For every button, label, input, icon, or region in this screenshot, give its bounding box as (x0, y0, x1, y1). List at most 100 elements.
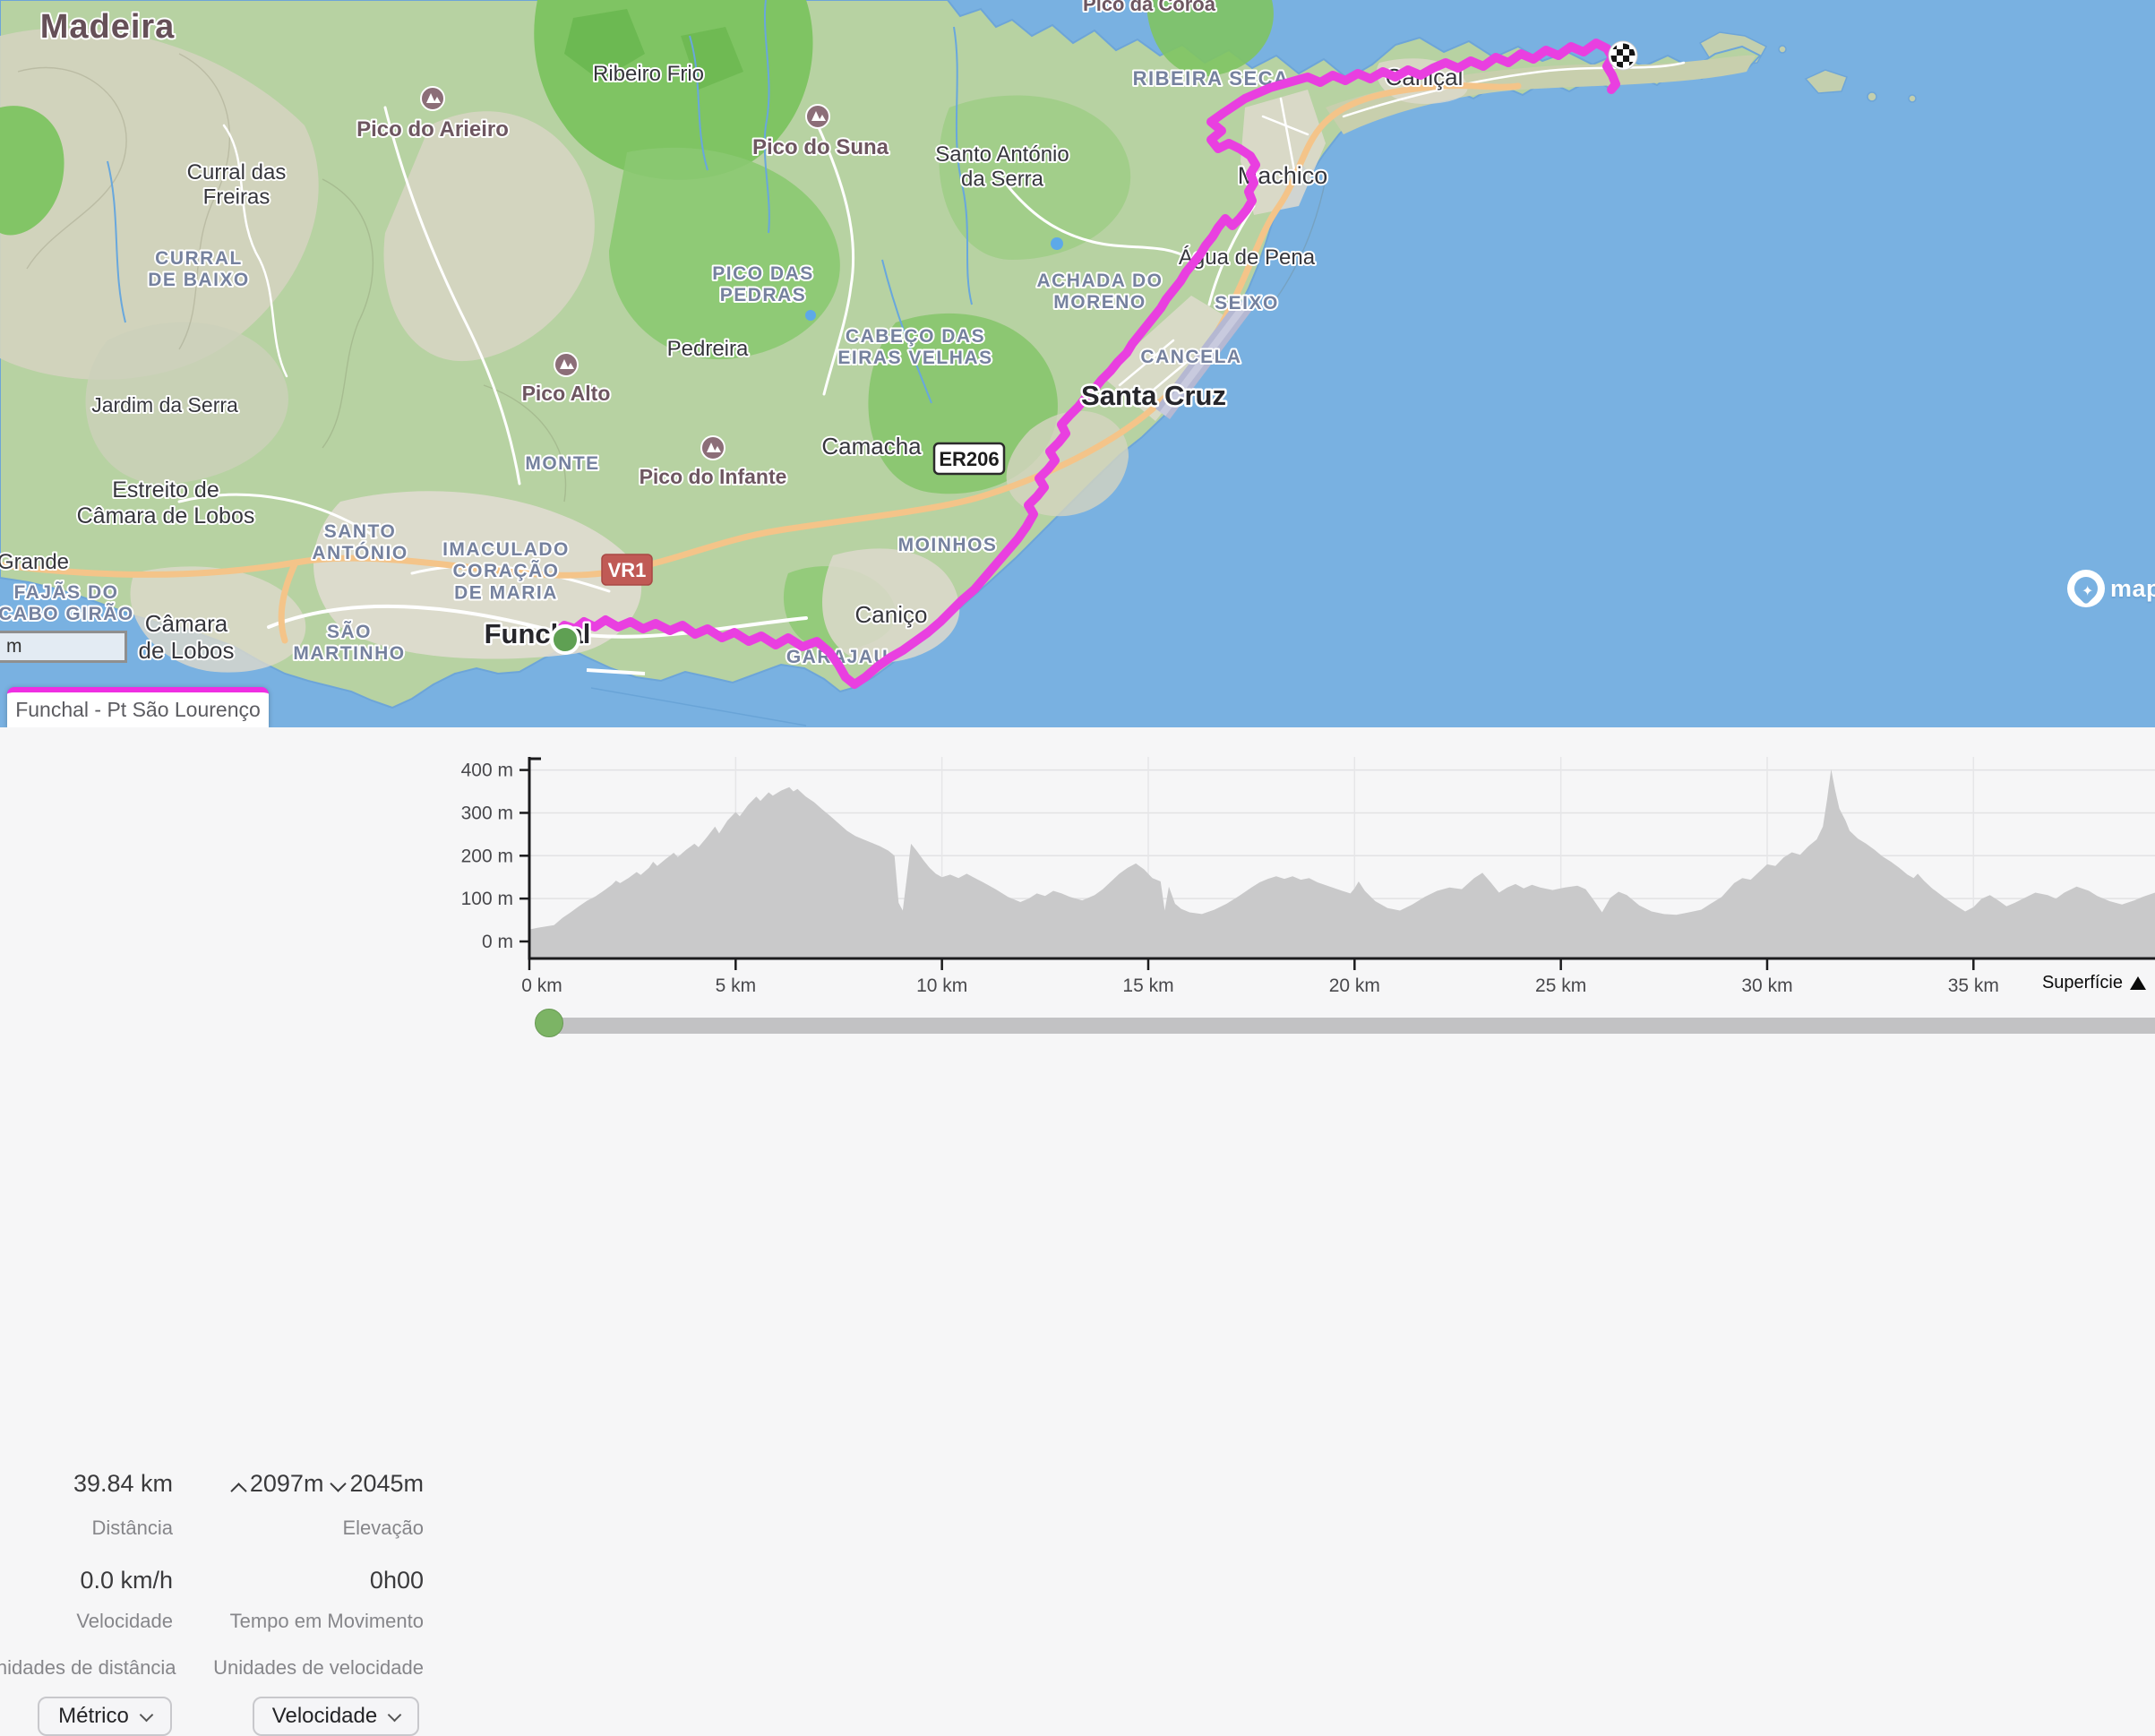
ascent-value: 2097m (249, 1470, 324, 1497)
descent-value: 2045m (349, 1470, 424, 1497)
svg-text:0 m: 0 m (482, 932, 513, 952)
harbor-pier (586, 668, 646, 675)
route-finish-flag-marker (1608, 40, 1638, 71)
peak-marker-layer: Pico da Coroa Pico do Arieiro Pico do Suna… (355, 0, 1218, 490)
mapbox-wordmark: mapbox (2110, 574, 2155, 602)
speed-label: Velocidade (76, 1610, 173, 1632)
elevation-label: Elevação (342, 1517, 424, 1539)
svg-text:Pico do Infante: Pico do Infante (640, 465, 787, 488)
svg-text:Madeira: Madeira (40, 8, 176, 46)
distance-label: Distância (91, 1517, 173, 1539)
distance-units-label: Unidades de distância (0, 1656, 176, 1679)
svg-text:ER206: ER206 (939, 448, 999, 470)
road-shield-layer: VR1 ER206 (601, 442, 1006, 586)
route-layer (553, 39, 1620, 689)
svg-text:Caniço: Caniço (855, 601, 928, 628)
contours (17, 53, 1326, 503)
svg-text:100 m: 100 m (461, 889, 513, 909)
elevation-value: 2097m 2045m (179, 1470, 424, 1500)
svg-text:0 km: 0 km (521, 975, 562, 996)
mountain-peak-icon (700, 435, 725, 460)
route-start-marker (550, 624, 580, 655)
region-label-layer: Madeira (39, 6, 176, 47)
svg-text:Camacha: Camacha (821, 433, 922, 460)
speed-units-selected: Velocidade (271, 1704, 378, 1728)
surface-toggle[interactable]: Superfície (2042, 973, 2146, 993)
svg-text:Pico do Arieiro: Pico do Arieiro (356, 117, 509, 142)
road-shield: VR1 (601, 554, 653, 586)
distance-value: 39.84 km (73, 1470, 173, 1497)
svg-text:200 m: 200 m (461, 846, 513, 866)
chart-axes (519, 757, 2155, 970)
elevation-area (529, 769, 2155, 958)
svg-text:Grande: Grande (0, 550, 69, 574)
rivers (107, 0, 973, 404)
svg-text:35 km: 35 km (1948, 975, 1999, 996)
moving-time-value: 0h00 (369, 1567, 424, 1594)
road-shield: ER206 (932, 442, 1006, 476)
svg-text:5 km: 5 km (716, 975, 757, 996)
route-tab-label: Funchal - Pt São Lourenço (15, 698, 261, 721)
elevation-chart[interactable]: 0 m 100 m 200 m 300 m 400 m 0 km 5 km 10 km 15 k… (0, 727, 2155, 1034)
lake (1051, 237, 1063, 250)
route-marker-layer (550, 40, 1638, 655)
descent-icon (330, 1475, 348, 1492)
terrain (0, 0, 1756, 673)
moving-time-label: Tempo em Movimento (229, 1610, 424, 1632)
surface-label: Superfície (2041, 973, 2123, 993)
mapbox-logo[interactable]: ✦ mapbox (2067, 570, 2155, 607)
svg-text:10 km: 10 km (916, 975, 967, 996)
svg-text:30 km: 30 km (1741, 975, 1792, 996)
speed-units-select[interactable]: Velocidade (253, 1697, 419, 1736)
svg-text:Pico Alto: Pico Alto (522, 382, 611, 405)
svg-text:Jardim da Serra: Jardim da Serra (91, 393, 238, 417)
tab-route-funchal-sao-lourenco[interactable]: Funchal - Pt São Lourenço (7, 687, 269, 727)
svg-text:CANCELA: CANCELA (1140, 347, 1241, 367)
svg-text:VR1: VR1 (608, 559, 647, 581)
chart-scroll-track[interactable] (538, 1018, 2155, 1034)
distance-units-select[interactable]: Métrico (38, 1697, 172, 1736)
highway (0, 82, 1522, 644)
svg-text:Ribeiro Frio: Ribeiro Frio (593, 62, 704, 86)
chevron-down-icon (139, 1707, 154, 1722)
ascent-icon (230, 1482, 247, 1500)
svg-text:300 m: 300 m (461, 803, 513, 823)
speed-value: 0.0 km/h (80, 1567, 173, 1594)
map-canvas[interactable]: Madeira RIBEIRA SECA CURRAL DE BAIXO ACHADA… (0, 0, 2155, 727)
mountain-peak-icon (420, 86, 445, 111)
svg-text:20 km: 20 km (1329, 975, 1380, 996)
svg-text:Santa Cruz: Santa Cruz (1081, 380, 1226, 411)
airport-runway (1155, 298, 1252, 420)
svg-text:400 m: 400 m (461, 761, 513, 781)
svg-text:MONTE: MONTE (525, 453, 599, 474)
harbor-pier (590, 687, 807, 726)
mountain-peak-icon (554, 352, 579, 377)
roads (177, 61, 1686, 639)
svg-text:Pico do Suna: Pico do Suna (752, 135, 889, 159)
mapbox-pin-icon: ✦ (2067, 570, 2105, 607)
svg-text:MOINHOS: MOINHOS (898, 535, 998, 555)
map-scale-bar: m (0, 631, 127, 663)
chevron-down-icon (387, 1707, 402, 1722)
svg-text:15 km: 15 km (1122, 975, 1173, 996)
svg-text:25 km: 25 km (1535, 975, 1586, 996)
distance-units-selected: Métrico (58, 1704, 129, 1728)
chart-scroll-handle[interactable] (535, 1009, 563, 1037)
svg-text:SEIXO: SEIXO (1215, 293, 1279, 314)
mountain-peak-icon (805, 104, 830, 129)
svg-text:Pedreira: Pedreira (667, 337, 749, 361)
svg-text:Pico da Coroa: Pico da Coroa (1083, 0, 1216, 15)
surface-up-icon (2130, 976, 2146, 990)
